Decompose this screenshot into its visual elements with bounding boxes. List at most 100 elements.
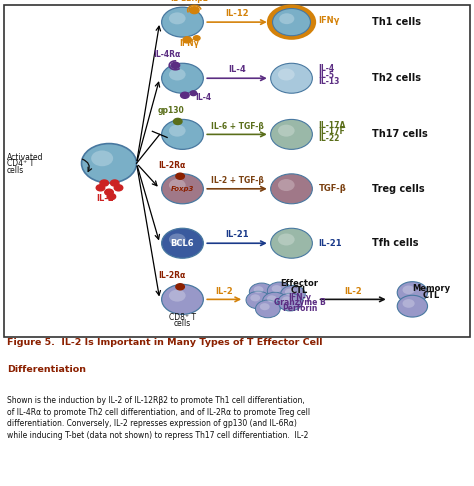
Circle shape <box>271 120 312 149</box>
Text: CTL: CTL <box>291 286 308 295</box>
Circle shape <box>169 290 186 302</box>
Circle shape <box>169 12 186 24</box>
Text: IL-17A: IL-17A <box>319 121 346 130</box>
Circle shape <box>397 295 428 317</box>
Text: IL-2Rα: IL-2Rα <box>158 161 186 170</box>
Text: IL-12Rβ2: IL-12Rβ2 <box>171 0 209 3</box>
Text: IL-4: IL-4 <box>195 93 211 102</box>
Circle shape <box>267 295 277 302</box>
Circle shape <box>278 233 295 245</box>
Circle shape <box>260 303 270 310</box>
Circle shape <box>176 173 184 179</box>
Text: IL-21: IL-21 <box>225 230 249 240</box>
Circle shape <box>173 119 182 124</box>
Text: IL-2 + TGF-β: IL-2 + TGF-β <box>210 176 264 185</box>
Text: CD4⁺ T: CD4⁺ T <box>7 159 34 168</box>
Text: gp130: gp130 <box>157 106 184 115</box>
Circle shape <box>250 295 260 301</box>
Circle shape <box>190 7 199 14</box>
Text: Granzyme B: Granzyme B <box>273 298 326 308</box>
Circle shape <box>282 296 292 303</box>
Text: Shown is the induction by IL-2 of IL-12Rβ2 to promote Th1 cell differentiation,
: Shown is the induction by IL-2 of IL-12R… <box>7 396 310 440</box>
Text: BCL6: BCL6 <box>171 239 194 248</box>
Circle shape <box>105 189 113 195</box>
Circle shape <box>281 285 305 303</box>
Text: Foxp3: Foxp3 <box>171 186 194 192</box>
Text: Activated: Activated <box>7 153 44 162</box>
Text: IL-2: IL-2 <box>96 194 114 203</box>
Text: Th2 cells: Th2 cells <box>372 73 421 83</box>
Text: IFNγ: IFNγ <box>180 39 200 48</box>
Text: Treg cells: Treg cells <box>372 184 425 194</box>
Text: IL-4: IL-4 <box>228 66 246 74</box>
Circle shape <box>114 185 123 191</box>
Circle shape <box>272 285 282 292</box>
Text: IL-2: IL-2 <box>215 287 233 295</box>
Text: IFN-γ: IFN-γ <box>288 293 311 302</box>
Circle shape <box>267 282 292 300</box>
Text: CD8⁺ T: CD8⁺ T <box>169 313 196 322</box>
Text: IL-12: IL-12 <box>225 9 249 18</box>
Text: Tfh cells: Tfh cells <box>372 238 419 248</box>
Circle shape <box>271 228 312 258</box>
Circle shape <box>273 9 310 36</box>
Text: Th1 cells: Th1 cells <box>372 17 421 27</box>
Circle shape <box>162 284 203 314</box>
Text: IL-4: IL-4 <box>319 65 335 73</box>
Text: IL-5: IL-5 <box>319 70 335 80</box>
Circle shape <box>169 179 186 191</box>
Circle shape <box>183 37 191 43</box>
Circle shape <box>278 124 295 137</box>
Circle shape <box>271 174 312 204</box>
Circle shape <box>162 120 203 149</box>
Text: IL-22: IL-22 <box>319 134 340 142</box>
Circle shape <box>278 179 295 191</box>
FancyBboxPatch shape <box>4 5 470 337</box>
Circle shape <box>249 283 274 301</box>
Circle shape <box>271 63 312 93</box>
Text: IL-21: IL-21 <box>319 239 342 248</box>
Circle shape <box>171 62 180 69</box>
Circle shape <box>162 63 203 93</box>
Circle shape <box>162 7 203 37</box>
Circle shape <box>285 289 295 295</box>
Text: IL-2: IL-2 <box>344 287 362 295</box>
Text: IL-13: IL-13 <box>319 77 340 87</box>
Circle shape <box>278 69 295 81</box>
Text: Differentiation: Differentiation <box>7 364 86 374</box>
Circle shape <box>169 124 186 137</box>
Text: Th17 cells: Th17 cells <box>372 129 428 139</box>
Circle shape <box>169 69 186 81</box>
Circle shape <box>193 36 200 40</box>
Text: Memory: Memory <box>412 284 450 293</box>
Circle shape <box>190 91 197 96</box>
Text: cells: cells <box>174 319 191 328</box>
Circle shape <box>402 299 415 308</box>
Text: IL-2Rα: IL-2Rα <box>158 271 186 280</box>
Circle shape <box>162 228 203 258</box>
Circle shape <box>267 4 316 40</box>
Text: Perforin: Perforin <box>282 304 317 313</box>
Circle shape <box>279 13 294 24</box>
Circle shape <box>181 92 189 98</box>
Circle shape <box>91 151 113 166</box>
Text: IL-17F: IL-17F <box>319 127 345 136</box>
Circle shape <box>254 286 264 293</box>
Circle shape <box>107 193 116 200</box>
Text: Figure 5.  IL-2 Is Important in Many Types of T Effector Cell: Figure 5. IL-2 Is Important in Many Type… <box>7 338 323 347</box>
Text: Effector: Effector <box>281 279 319 289</box>
Circle shape <box>176 284 184 290</box>
Text: IFNγ: IFNγ <box>319 16 340 25</box>
Text: TGF-β: TGF-β <box>319 184 346 193</box>
Circle shape <box>246 291 271 309</box>
Circle shape <box>110 180 119 186</box>
Circle shape <box>162 174 203 204</box>
Circle shape <box>402 285 415 294</box>
Circle shape <box>255 300 280 318</box>
Text: IL-6 + TGF-β: IL-6 + TGF-β <box>210 122 264 131</box>
Circle shape <box>169 233 186 245</box>
Circle shape <box>100 180 109 186</box>
Text: cells: cells <box>7 166 24 175</box>
Circle shape <box>82 143 137 183</box>
Circle shape <box>278 293 302 311</box>
